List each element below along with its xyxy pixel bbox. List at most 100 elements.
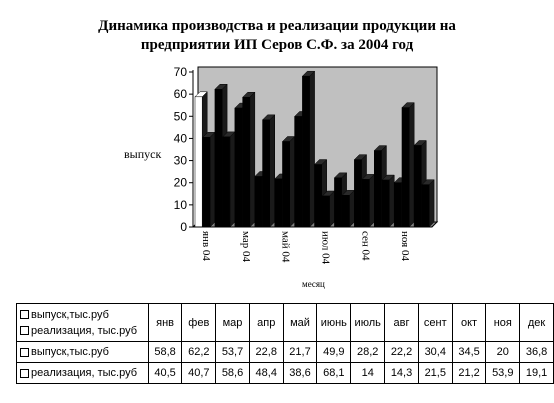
bar-front (381, 179, 390, 228)
bar-front (334, 177, 342, 228)
y-tick-label: 20 (174, 176, 188, 190)
bar-chart: 0 10 20 30 40 50 60 70 янв 04 мар 04 май 04 июл 04… (124, 65, 439, 289)
legend-entry-1: выпуск,тыс.руб (20, 309, 146, 321)
table-month: сент (417, 303, 453, 342)
bar-sales (281, 135, 296, 228)
bar-side (229, 131, 236, 228)
bar-sales (321, 190, 336, 228)
table-month: фев (181, 303, 217, 342)
chart-title-line1: Динамика производства и реализации проду… (98, 18, 456, 34)
bar-front (421, 184, 430, 228)
bar-front (282, 141, 290, 228)
bar-front (354, 159, 362, 228)
table-header-row: выпуск,тыс.руб реализация, тыс.руб янв ф… (16, 303, 554, 342)
x-tick-label: ноя 04 (399, 231, 411, 261)
bar-side (369, 173, 375, 228)
bar-front (314, 164, 322, 228)
table-cell: 22,8 (248, 341, 284, 363)
table-cell: 68,1 (316, 362, 352, 384)
table-cell: 53,7 (215, 341, 250, 363)
bar-side (249, 91, 256, 228)
table-row: выпуск,тыс.руб 58,8 62,2 53,7 22,8 21,7 … (16, 341, 554, 363)
bar-front (254, 176, 263, 228)
row-label: реализация, тыс.руб (16, 362, 149, 384)
bar-front (222, 136, 231, 228)
bar-front (302, 75, 310, 228)
table-row: реализация, тыс.руб 40,5 40,7 58,6 48,4 … (16, 362, 554, 384)
bar-side (209, 131, 216, 228)
table-cell: 58,6 (215, 362, 250, 384)
bar-side (408, 102, 415, 228)
x-tick-label: май 04 (280, 231, 292, 263)
y-tick-label: 0 (180, 220, 187, 234)
legend-swatch-icon (20, 310, 29, 320)
bar-front (393, 182, 402, 228)
bar-side (269, 114, 275, 228)
bar-front (294, 116, 303, 228)
bar-sales (381, 174, 395, 228)
row-label: выпуск,тыс.руб (16, 341, 149, 363)
bar-sales (361, 173, 375, 228)
table-cell: 40,5 (147, 362, 183, 384)
bar-front (374, 150, 382, 228)
table-month: июнь (316, 303, 352, 342)
chart-title: Динамика производства и реализации проду… (40, 17, 514, 55)
bar-front (262, 119, 270, 228)
y-tick-label: 60 (174, 87, 188, 101)
bar-front (401, 107, 410, 228)
bar-side (349, 189, 355, 228)
legend-swatch-icon (20, 368, 29, 378)
table-cell: 34,5 (451, 341, 487, 363)
table-month: ноя (485, 303, 521, 342)
x-tick-label: мар 04 (240, 231, 252, 263)
table-header-cell: выпуск,тыс.руб реализация, тыс.руб (16, 303, 149, 342)
bar-sales (341, 189, 356, 228)
bar-sales (222, 131, 236, 228)
legend-swatch-icon (20, 347, 29, 357)
table-month: май (282, 303, 318, 342)
table-cell: 20 (485, 341, 521, 363)
bar-sales (202, 131, 216, 228)
bar-front (214, 89, 223, 228)
table-cell: 28,2 (350, 341, 386, 363)
table-month: апр (248, 303, 284, 342)
table-month: янв (147, 303, 183, 342)
bar-front (202, 137, 211, 228)
bar-front (341, 195, 350, 228)
bar-side (389, 174, 395, 228)
table-cell: 21,2 (451, 362, 487, 384)
x-axis-label: месяц (302, 279, 325, 289)
x-tick-label: июл 04 (319, 231, 331, 265)
bar-side (309, 70, 315, 228)
legend-entry-2: реализация, тыс.руб (20, 325, 146, 337)
bar-sales (261, 114, 276, 228)
y-tick-label: 40 (174, 131, 188, 145)
table-month: окт (451, 303, 487, 342)
bar-front (413, 145, 422, 228)
table-cell: 19,1 (519, 362, 554, 384)
table-cell: 38,6 (282, 362, 318, 384)
bar-front (194, 96, 203, 228)
table-cell: 14,3 (384, 362, 419, 384)
y-tick-label: 10 (174, 198, 188, 212)
table-cell: 36,8 (519, 341, 554, 363)
bar-sales (401, 102, 415, 228)
table-cell: 40,7 (181, 362, 217, 384)
bar-front (274, 178, 283, 228)
table-cell: 30,4 (417, 341, 453, 363)
x-tick-label: янв 04 (200, 231, 212, 261)
y-axis-label: выпуск (124, 147, 161, 161)
table-cell: 58,8 (147, 341, 183, 363)
bar-side (289, 135, 295, 228)
y-tick-label: 70 (174, 65, 188, 79)
bar-sales (301, 70, 316, 228)
legend-swatch-icon (20, 326, 29, 336)
y-axis: 0 10 20 30 40 50 60 70 (174, 65, 194, 234)
y-tick-label: 50 (174, 109, 188, 123)
table-cell: 48,4 (248, 362, 284, 384)
table-cell: 21,5 (417, 362, 453, 384)
table-cell: 22,2 (384, 341, 419, 363)
table-month: июль (350, 303, 386, 342)
bar-side (329, 190, 335, 228)
